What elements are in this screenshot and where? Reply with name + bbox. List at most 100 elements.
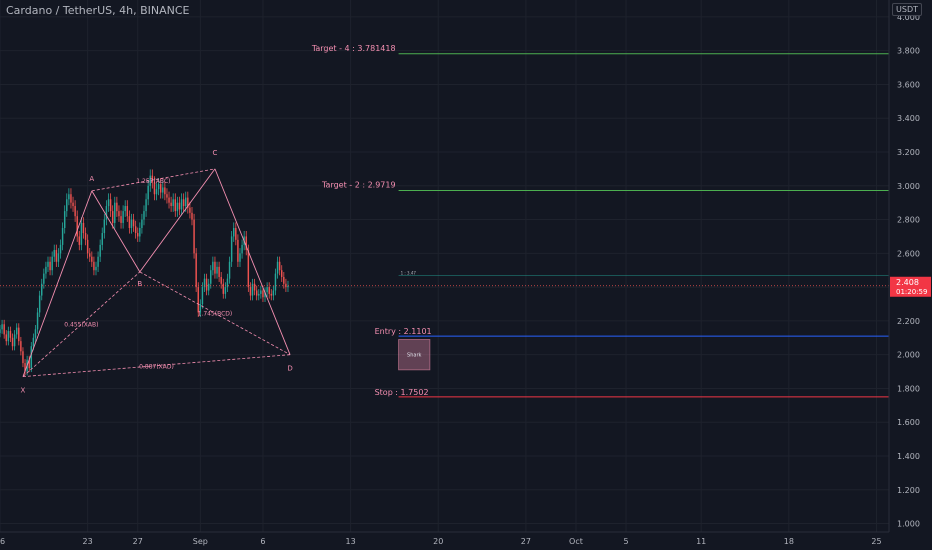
candle-body: [249, 287, 252, 296]
candle-body: [78, 236, 81, 245]
candle-body: [159, 184, 162, 193]
candle-body: [189, 207, 191, 213]
candle-body: [278, 261, 281, 271]
symbol-header[interactable]: Cardano / TetherUS, 4h, BINANCE: [6, 4, 190, 17]
candle-body: [114, 202, 116, 223]
candle-body: [205, 278, 208, 291]
candle-body: [84, 233, 87, 240]
x-tick-label: Sep: [193, 537, 208, 546]
pattern-leg: [139, 168, 216, 273]
candle-body: [66, 199, 68, 212]
pattern-point-label: A: [89, 175, 94, 183]
candle-body: [0, 329, 1, 333]
candle-body: [145, 199, 147, 212]
candle-body: [224, 287, 227, 294]
time-axis[interactable]: [0, 532, 932, 550]
target-label: Target - 4 : 3.781418: [311, 44, 396, 53]
candle-body: [235, 228, 237, 240]
candle-body: [74, 206, 76, 217]
candle-body: [193, 219, 195, 254]
currency-selector[interactable]: USDT: [892, 3, 922, 16]
candle-body: [45, 266, 47, 274]
candle-body: [30, 346, 33, 369]
candle-body: [155, 189, 158, 195]
candle-body: [3, 324, 5, 335]
candle-body: [272, 290, 275, 296]
pattern-leg: [214, 168, 291, 355]
candle-body: [118, 211, 120, 217]
price-badge-price: 2.408: [896, 278, 919, 287]
x-tick-label: 16: [0, 537, 5, 546]
candle-body: [126, 206, 129, 217]
grid: [0, 0, 889, 532]
candle-body: [139, 228, 141, 237]
trade-levels: Target - 4 : 3.781418 Target - 2 : 2.9719…: [311, 44, 889, 398]
candle-body: [247, 249, 250, 288]
candle-body: [15, 327, 18, 335]
pattern-ratio-line: [91, 168, 216, 192]
candle-body: [276, 261, 279, 274]
candle-body: [89, 253, 91, 257]
y-tick-label: 1.200: [897, 486, 920, 495]
candle-body: [226, 278, 229, 288]
pattern-point-label: X: [21, 387, 26, 395]
candle-body: [61, 228, 64, 245]
y-tick-label: 3.600: [897, 80, 920, 89]
pattern-ratio-label: 1.257(ABC): [136, 178, 170, 185]
candle-body: [266, 287, 268, 293]
entry-label: Entry : 2.1101: [375, 327, 432, 336]
candle-body: [228, 261, 231, 279]
y-axis-ticks: 1.0001.2001.4001.6001.8002.0002.2002.400…: [897, 13, 920, 529]
candle-body: [7, 331, 10, 342]
candle-body: [270, 293, 273, 296]
candle-body: [170, 202, 172, 207]
price-badge-countdown: 01:20:59: [896, 288, 927, 296]
candle-body: [68, 194, 70, 200]
candle-body: [122, 211, 124, 223]
candle-body: [241, 244, 243, 254]
candle-body: [82, 222, 85, 234]
candle-body: [184, 197, 187, 207]
candle-body: [80, 222, 83, 245]
candle-body: [24, 363, 26, 372]
x-tick-label: 5: [624, 537, 629, 546]
candle-body: [55, 249, 58, 262]
candle-body: [174, 199, 177, 212]
y-tick-label: 3.200: [897, 148, 920, 157]
candle-body: [76, 216, 78, 237]
candle-body: [187, 197, 189, 208]
price-axis[interactable]: [889, 0, 932, 532]
candle-body: [280, 270, 283, 277]
pattern-leg: [91, 190, 141, 273]
candle-body: [230, 236, 233, 262]
y-tick-label: 1.000: [897, 520, 920, 529]
candle-body: [32, 337, 35, 347]
x-tick-label: 27: [521, 537, 531, 546]
candle-body: [137, 233, 139, 237]
candle-body: [86, 239, 89, 254]
candle-body: [49, 261, 51, 271]
x-tick-label: 23: [83, 537, 93, 546]
candle-body: [72, 202, 74, 207]
candle-body: [222, 283, 225, 294]
candle-body: [214, 261, 216, 274]
y-tick-label: 2.600: [897, 249, 920, 258]
x-tick-label: 18: [784, 537, 794, 546]
candle-body: [59, 244, 62, 254]
pattern-leg: [22, 190, 93, 377]
y-tick-label: 2.200: [897, 317, 920, 326]
candle-body: [147, 185, 149, 200]
pattern-ratio-line: [139, 271, 291, 356]
pattern-point-label: D: [287, 365, 292, 373]
candle-body: [166, 194, 168, 198]
candle-body: [287, 285, 289, 288]
candle-body: [149, 175, 151, 186]
candle-body: [258, 293, 260, 296]
candle-body: [134, 226, 137, 234]
candle-body: [191, 212, 193, 220]
candle-body: [262, 290, 264, 298]
candle-body: [216, 266, 218, 274]
candle-body: [93, 261, 95, 271]
